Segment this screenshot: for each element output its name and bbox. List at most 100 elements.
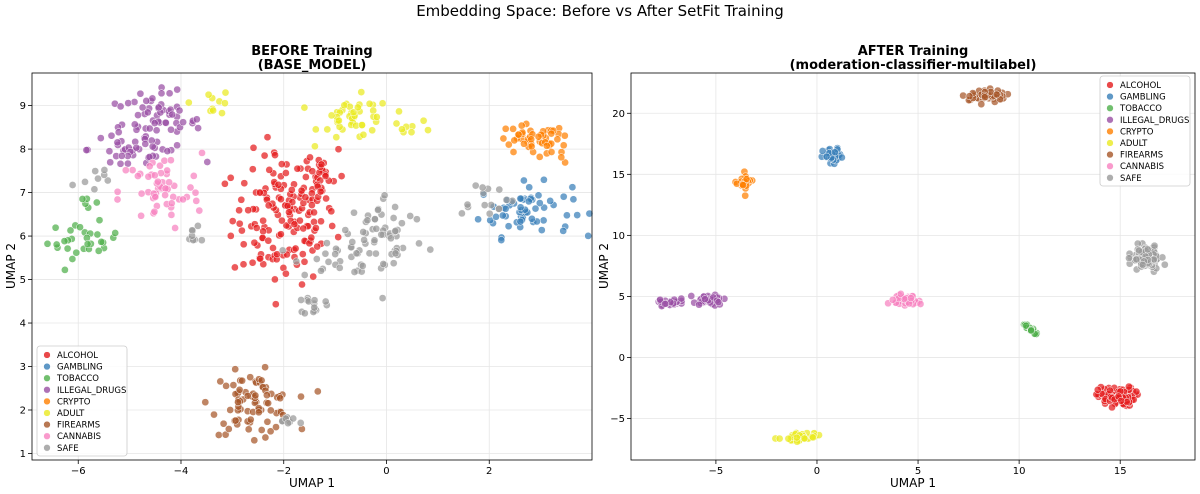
scatter-point bbox=[312, 224, 320, 232]
scatter-point bbox=[250, 238, 259, 247]
scatter-point bbox=[378, 99, 387, 108]
scatter-point bbox=[1143, 245, 1152, 254]
y-tick-label: 8 bbox=[20, 145, 26, 156]
scatter-point bbox=[471, 181, 480, 190]
scatter-point bbox=[531, 204, 540, 213]
scatter-point bbox=[559, 227, 568, 235]
scatter-point bbox=[509, 125, 517, 133]
scatter-point bbox=[93, 230, 102, 239]
scatter-point bbox=[350, 268, 359, 276]
legend-label: CANNABIS bbox=[1120, 162, 1164, 172]
scatter-point bbox=[194, 222, 202, 230]
scatter-point bbox=[328, 222, 337, 230]
scatter-point bbox=[1138, 260, 1147, 269]
scatter-point bbox=[78, 195, 87, 203]
scatter-point bbox=[224, 425, 233, 433]
scatter-point bbox=[335, 116, 343, 125]
scatter-point bbox=[516, 203, 525, 212]
x-tick-label: −6 bbox=[71, 466, 86, 477]
scatter-point bbox=[151, 193, 160, 201]
scatter-point bbox=[321, 297, 330, 306]
scatter-point bbox=[229, 381, 238, 389]
scatter-point bbox=[283, 201, 292, 210]
scatter-point bbox=[210, 410, 218, 419]
scatter-point bbox=[1160, 260, 1169, 269]
scatter-point bbox=[559, 192, 568, 201]
scatter-point bbox=[90, 185, 99, 194]
scatter-point bbox=[287, 186, 296, 194]
y-tick-label: 15 bbox=[612, 170, 625, 181]
scatter-point bbox=[234, 398, 242, 407]
scatter-point bbox=[391, 249, 400, 258]
scatter-point bbox=[63, 244, 72, 253]
scatter-point bbox=[259, 216, 267, 225]
scatter-point bbox=[238, 376, 246, 385]
scatter-point bbox=[300, 271, 309, 279]
scatter-point bbox=[358, 262, 367, 270]
x-axis-label: UMAP 1 bbox=[890, 476, 936, 490]
y-axis-label: UMAP 2 bbox=[4, 243, 18, 289]
scatter-point bbox=[495, 205, 503, 213]
scatter-point bbox=[282, 269, 290, 278]
scatter-point bbox=[167, 125, 175, 134]
scatter-point bbox=[458, 209, 466, 218]
scatter-point bbox=[117, 152, 126, 160]
scatter-point bbox=[792, 433, 801, 442]
x-tick-label: 0 bbox=[383, 466, 389, 477]
scatter-point bbox=[257, 376, 266, 385]
scatter-point bbox=[265, 166, 274, 174]
legend-marker bbox=[43, 432, 51, 440]
scatter-point bbox=[192, 197, 201, 205]
scatter-point bbox=[389, 214, 398, 222]
scatter-point bbox=[221, 88, 230, 97]
scatter-point bbox=[524, 197, 533, 206]
scatter-point bbox=[154, 177, 162, 186]
scatter-point bbox=[487, 201, 496, 209]
series-alcohol bbox=[221, 133, 346, 309]
scatter-point bbox=[296, 216, 304, 225]
legend-marker bbox=[43, 351, 51, 359]
scatter-point bbox=[308, 167, 317, 176]
scatter-point bbox=[337, 172, 346, 180]
scatter-point bbox=[391, 203, 399, 211]
legend-label: FIREARMS bbox=[1120, 151, 1163, 161]
scatter-point bbox=[271, 151, 279, 159]
scatter-point bbox=[499, 134, 508, 143]
scatter-point bbox=[547, 148, 556, 156]
ticks: −6 −4 −2 0 2 1 2 3 4 5 6 7 8 9 bbox=[20, 101, 493, 477]
scatter-point bbox=[252, 224, 261, 232]
scatter-point bbox=[167, 211, 176, 219]
scatter-point bbox=[398, 219, 406, 228]
scatter-point bbox=[959, 91, 967, 100]
scatter-point bbox=[246, 373, 255, 382]
scatter-point bbox=[161, 184, 170, 193]
scatter-point bbox=[495, 185, 504, 194]
scatter-point bbox=[563, 211, 571, 220]
scatter-point bbox=[100, 166, 109, 174]
scatter-point bbox=[51, 223, 60, 232]
scatter-point bbox=[235, 206, 243, 215]
scatter-point bbox=[138, 103, 147, 112]
scatter-point bbox=[92, 198, 101, 207]
scatter-point bbox=[398, 125, 406, 134]
scatter-point bbox=[569, 195, 578, 204]
scatter-point bbox=[203, 158, 212, 166]
scatter-point bbox=[189, 172, 198, 180]
y-tick-label: 4 bbox=[20, 319, 26, 330]
legend-frame bbox=[36, 345, 128, 457]
scatter-point bbox=[537, 226, 546, 234]
scatter-point bbox=[528, 214, 536, 223]
scatter-point bbox=[407, 128, 416, 137]
scatter-point bbox=[198, 149, 206, 157]
scatter-point bbox=[357, 88, 366, 96]
scatter-point bbox=[391, 227, 400, 235]
scatter-point bbox=[264, 201, 273, 210]
scatter-point bbox=[273, 250, 281, 259]
scatter-point bbox=[301, 193, 310, 202]
scatter-point bbox=[358, 121, 366, 129]
scatter-point bbox=[113, 138, 122, 147]
scatter-point bbox=[300, 103, 309, 112]
scatter-point bbox=[237, 195, 246, 204]
legend-marker bbox=[1106, 104, 1114, 112]
